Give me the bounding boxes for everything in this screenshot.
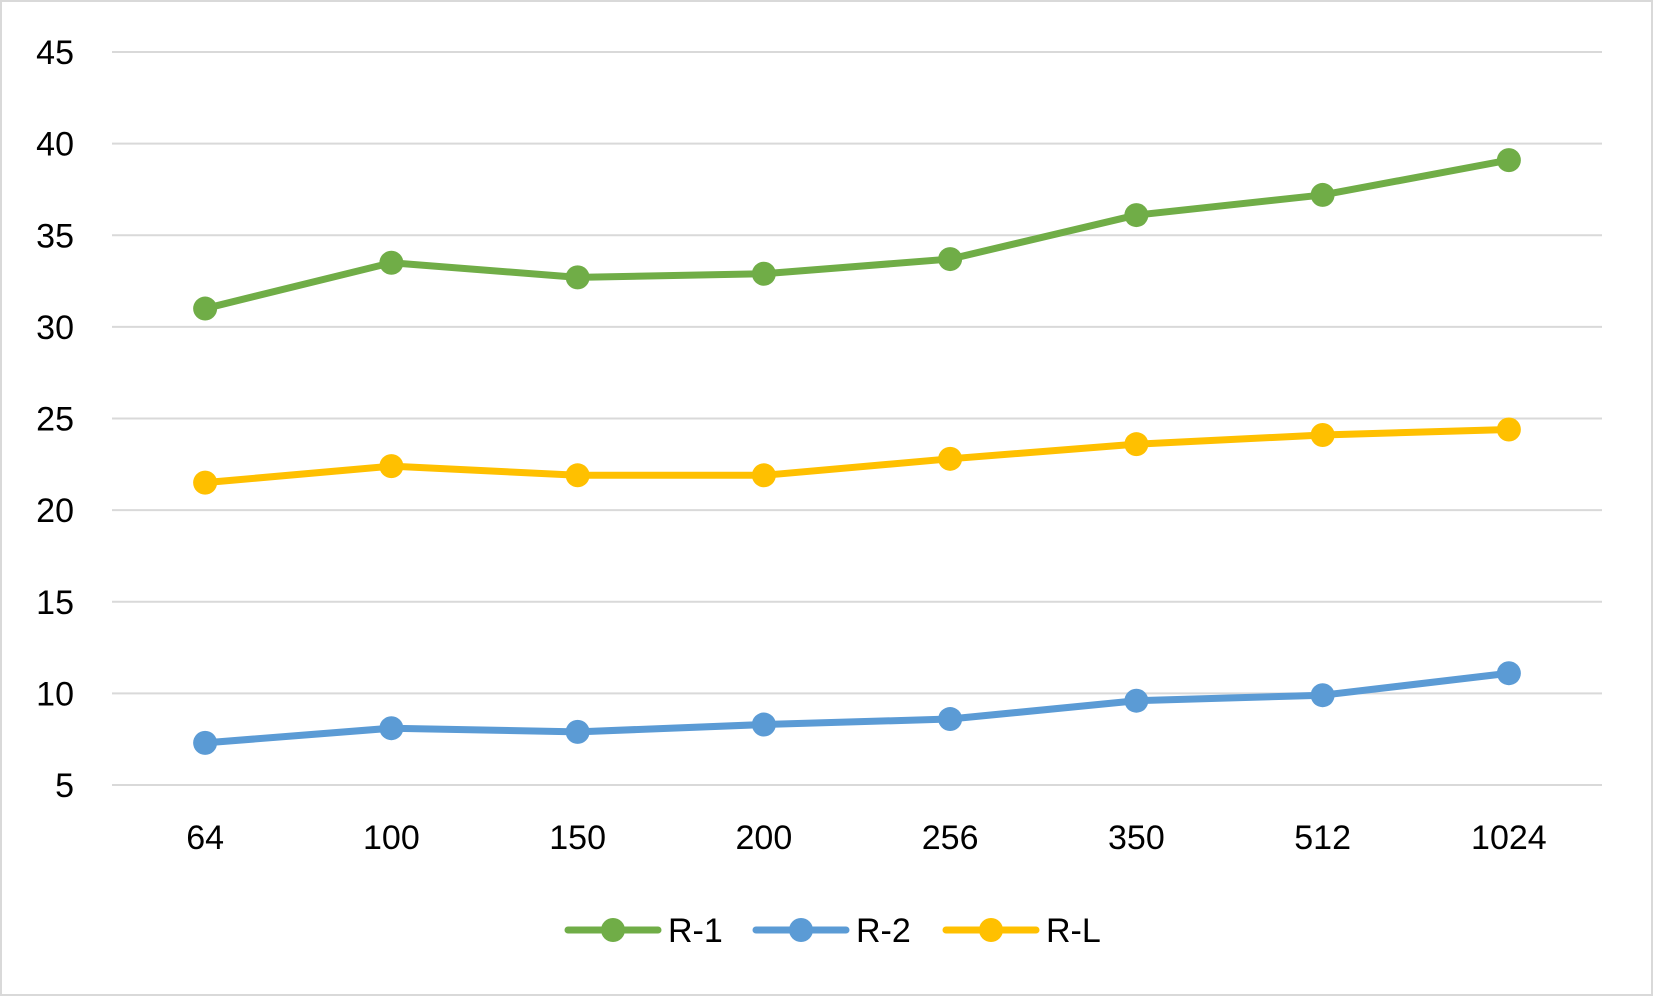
y-tick-label-30: 30 [36, 309, 74, 347]
series-line-r-2 [201, 669, 1513, 747]
data-point-r-l-512 [1310, 422, 1335, 447]
data-point-r-l-1024 [1496, 417, 1521, 442]
data-point-r-l-350 [1124, 432, 1149, 457]
data-point-r-1-200 [751, 261, 776, 286]
x-tick-label-100: 100 [363, 819, 420, 857]
x-tick-label-64: 64 [186, 819, 224, 857]
gridlines [112, 51, 1602, 786]
y-tick-label-25: 25 [36, 401, 74, 439]
data-point-r-2-512 [1310, 683, 1335, 708]
legend-marker-r-l [979, 918, 1003, 942]
x-tick-label-150: 150 [549, 819, 606, 857]
data-point-r-2-64 [193, 730, 218, 755]
data-point-r-2-256 [938, 707, 963, 732]
x-tick-label-200: 200 [736, 819, 793, 857]
series-layer [193, 148, 1521, 755]
y-tick-label-20: 20 [36, 492, 74, 530]
data-point-r-l-150 [565, 463, 590, 488]
y-tick-label-10: 10 [36, 675, 74, 713]
x-axis-tick-labels: 64 100 150 200 256 350 512 1024 [186, 819, 1546, 857]
y-tick-label-15: 15 [36, 584, 74, 622]
series-line-r-l [201, 425, 1513, 487]
data-point-r-1-512 [1310, 182, 1335, 207]
data-point-r-1-256 [938, 247, 963, 272]
data-point-r-l-64 [193, 470, 218, 495]
data-point-r-2-100 [379, 716, 404, 741]
data-point-r-l-200 [751, 463, 776, 488]
data-point-r-1-150 [565, 265, 590, 290]
data-point-r-1-350 [1124, 203, 1149, 228]
y-tick-label-5: 5 [55, 767, 74, 805]
legend-label-r-l: R-L [1046, 912, 1101, 950]
data-point-r-2-150 [565, 719, 590, 744]
legend-marker-r-2 [789, 918, 813, 942]
y-tick-label-45: 45 [36, 34, 74, 72]
data-point-r-2-1024 [1496, 661, 1521, 686]
data-point-r-1-100 [379, 250, 404, 275]
legend: R-1 R-2 R-L [564, 912, 1101, 950]
legend-marker-r-1 [601, 918, 625, 942]
legend-label-r-1: R-1 [668, 912, 723, 950]
data-point-r-l-100 [379, 454, 404, 479]
data-point-r-2-200 [751, 712, 776, 737]
y-axis-tick-labels: 5 10 15 20 25 30 35 40 45 [36, 34, 74, 805]
x-tick-label-350: 350 [1108, 819, 1165, 857]
legend-label-r-2: R-2 [856, 912, 911, 950]
x-tick-label-1024: 1024 [1471, 819, 1547, 857]
data-point-r-2-350 [1124, 688, 1149, 713]
data-point-r-1-1024 [1496, 148, 1521, 173]
y-tick-label-35: 35 [36, 217, 74, 255]
series-line-r-1 [201, 156, 1513, 313]
x-tick-label-256: 256 [922, 819, 979, 857]
data-point-r-1-64 [193, 296, 218, 321]
data-point-r-l-256 [938, 446, 963, 471]
y-tick-label-40: 40 [36, 126, 74, 164]
x-tick-label-512: 512 [1294, 819, 1351, 857]
